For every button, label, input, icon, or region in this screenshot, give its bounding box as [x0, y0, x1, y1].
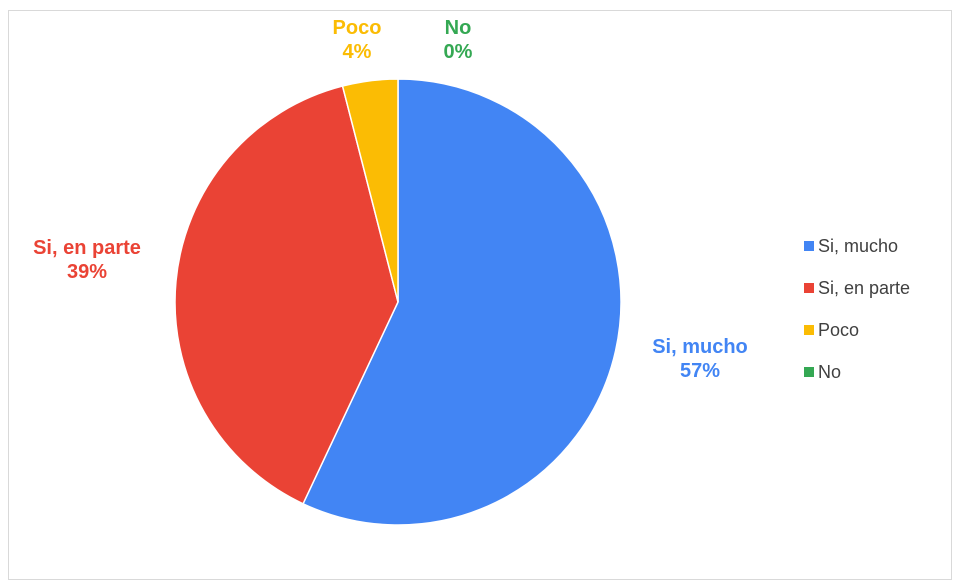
pie-slices [174, 78, 622, 526]
slice-label-si-mucho: Si, mucho 57% [652, 336, 748, 382]
slice-label-no: No 0% [444, 17, 473, 63]
legend: Si, mucho Si, en parte Poco No [804, 225, 952, 393]
legend-item-poco: Poco [804, 309, 952, 351]
slice-label-si-en-parte: Si, en parte 39% [33, 237, 141, 283]
legend-swatch-si-mucho [804, 241, 814, 251]
slice-label-poco: Poco 4% [333, 17, 382, 63]
legend-label-poco: Poco [818, 319, 860, 340]
legend-item-si-mucho: Si, mucho [804, 225, 952, 267]
legend-item-si-en-parte: Si, en parte [804, 267, 952, 309]
legend-swatch-no [804, 367, 814, 377]
legend-item-no: No [804, 351, 952, 393]
pie-slice-si-mucho [302, 78, 622, 526]
legend-label-si-mucho: Si, mucho [818, 235, 899, 256]
legend-swatch-poco [804, 325, 814, 335]
pie-slice-si-en-parte [174, 85, 399, 505]
pie-slice-poco [341, 78, 399, 303]
slice-labels: Si, mucho 57% Si, en parte 39% Poco 4% No 0% [33, 17, 748, 382]
legend-label-no: No [818, 361, 842, 382]
legend-label-si-en-parte: Si, en parte [818, 277, 911, 298]
legend-swatch-si-en-parte [804, 283, 814, 293]
